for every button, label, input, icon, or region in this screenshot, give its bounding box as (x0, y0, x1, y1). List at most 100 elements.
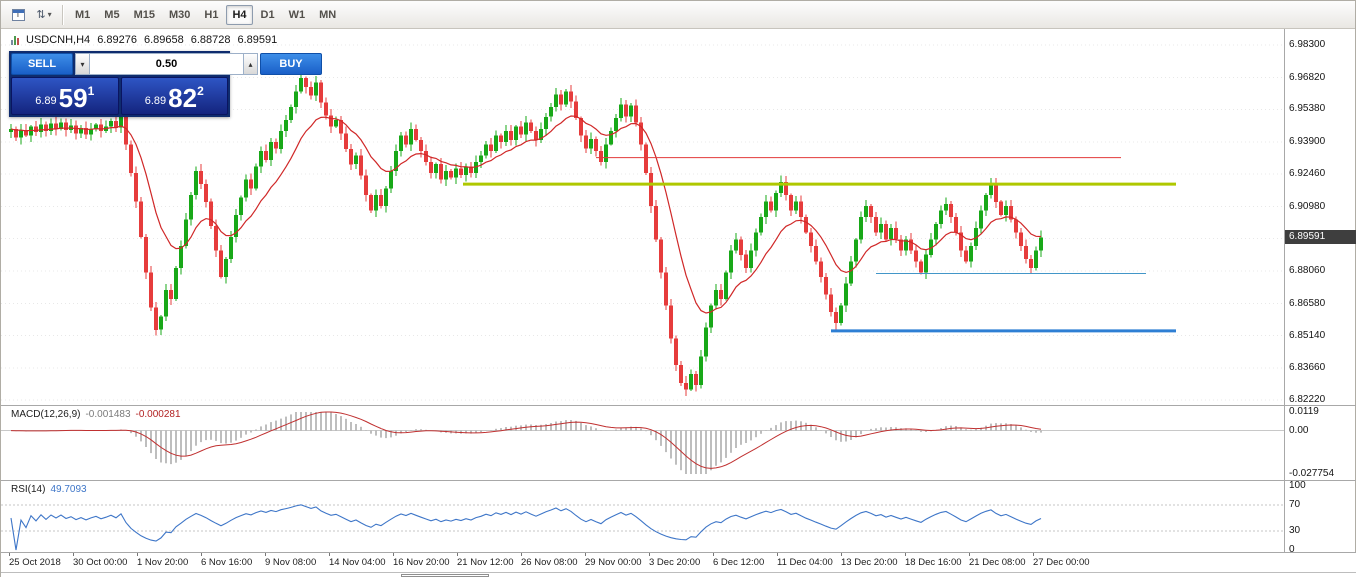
time-axis-label: 9 Nov 08:00 (265, 557, 317, 568)
profiles-button[interactable]: ⇅ ▾ (31, 4, 57, 26)
price-axis-label: 6.90980 (1289, 200, 1326, 212)
ask-price-pip: 2 (197, 84, 204, 98)
ohlc-open: 6.89276 (97, 34, 137, 46)
time-axis-label: 30 Oct 00:00 (73, 557, 128, 568)
time-axis-tick (777, 553, 778, 556)
time-axis-label: 29 Nov 00:00 (585, 557, 642, 568)
price-axis-label: 6.88060 (1289, 265, 1326, 277)
price-axis-label: 6.96820 (1289, 71, 1326, 83)
time-axis-tick (521, 553, 522, 556)
time-axis-label: 13 Dec 20:00 (841, 557, 898, 568)
toolbar: T ⇅ ▾ M1 M5 M15 M30 H1 H4 D1 W1 MN (1, 1, 1355, 29)
time-axis-label: 14 Nov 04:00 (329, 557, 386, 568)
time-axis-label: 27 Dec 00:00 (1033, 557, 1090, 568)
time-axis-tick (265, 553, 266, 556)
time-axis-label: 1 Nov 20:00 (137, 557, 189, 568)
profiles-icon: ⇅ (36, 9, 46, 21)
timeframe-button-m5[interactable]: M5 (98, 5, 125, 25)
time-axis-tick (713, 553, 714, 556)
current-price-badge: 6.89591 (1285, 230, 1356, 245)
price-axis-label: 6.82220 (1289, 394, 1326, 405)
rsi-label: RSI(14) 49.7093 (11, 484, 87, 495)
timeframe-button-m30[interactable]: M30 (163, 5, 196, 25)
time-axis-tick (585, 553, 586, 556)
volume-increase-button[interactable]: ▴ (243, 53, 258, 75)
rsi-name: RSI(14) (11, 484, 46, 495)
timeframe-button-w1[interactable]: W1 (283, 5, 312, 25)
price-axis[interactable]: 6.82220 6.83660 6.85140 6.86580 6.88060 6.895… (1285, 29, 1356, 570)
bid-price-big: 59 (58, 83, 88, 113)
time-axis-label: 21 Nov 12:00 (457, 557, 514, 568)
buy-button[interactable]: BUY (260, 53, 322, 75)
volume-input[interactable] (90, 53, 243, 75)
time-axis-tick (9, 553, 10, 556)
timeframe-toolbar: M1 M5 M15 M30 H1 H4 D1 W1 MN (68, 4, 343, 25)
time-axis-tick (905, 553, 906, 556)
timeframe-button-h1[interactable]: H1 (198, 5, 224, 25)
time-axis-tick (201, 553, 202, 556)
bid-price-pip: 1 (87, 84, 95, 98)
bid-price-small: 6.89 (35, 95, 57, 107)
time-axis-label: 6 Nov 16:00 (201, 557, 253, 568)
sell-button[interactable]: SELL (11, 53, 73, 75)
time-axis-label: 26 Nov 08:00 (521, 557, 578, 568)
time-axis-tick (969, 553, 970, 556)
price-axis-label: 6.98300 (1289, 39, 1326, 50)
macd-name: MACD(12,26,9) (11, 409, 81, 420)
price-axis-label: 6.85140 (1289, 329, 1326, 341)
rsi-axis-label: 30 (1289, 524, 1301, 536)
chart-template-icon: T (11, 8, 25, 21)
time-axis[interactable]: 25 Oct 2018 30 Oct 00:00 1 Nov 20:00 6 Nov … (1, 553, 1356, 572)
timeframe-button-m15[interactable]: M15 (128, 5, 161, 25)
timeframe-button-d1[interactable]: D1 (255, 5, 281, 25)
chart-icon (11, 35, 19, 45)
time-axis-label: 6 Dec 12:00 (713, 557, 765, 568)
price-axis-label: 6.92460 (1289, 167, 1326, 179)
time-axis-tick (329, 553, 330, 556)
timeframe-button-h4[interactable]: H4 (226, 4, 253, 25)
bid-price-button[interactable]: 6.89 59 1 (11, 77, 119, 115)
volume-stepper: ▾ ▴ (75, 53, 258, 75)
time-axis-tick (137, 553, 138, 556)
one-click-trading-panel: SELL ▾ ▴ BUY 6.89 59 1 6.89 82 2 (9, 51, 322, 117)
ask-price-big: 82 (168, 83, 198, 113)
rsi-axis-label: 100 (1289, 480, 1306, 491)
symbol-timeframe: USDCNH,H4 (26, 34, 91, 46)
pane-splitter[interactable] (1, 480, 1356, 481)
pane-splitter[interactable] (1, 405, 1356, 406)
main-chart[interactable] (1, 29, 1284, 405)
volume-decrease-button[interactable]: ▾ (75, 53, 90, 75)
timeframe-button-m1[interactable]: M1 (69, 5, 96, 25)
pane-splitter[interactable] (1, 552, 1356, 553)
macd-axis-label: 0.0119 (1289, 406, 1319, 417)
chevron-down-icon: ▾ (47, 10, 52, 19)
price-axis-label: 6.95380 (1289, 103, 1326, 115)
time-axis-label: 16 Nov 20:00 (393, 557, 450, 568)
macd-label: MACD(12,26,9) -0.001483 -0.000281 (11, 409, 181, 420)
time-axis-label: 11 Dec 04:00 (777, 557, 833, 568)
price-axis-label: 6.86580 (1289, 297, 1326, 309)
time-axis-tick (841, 553, 842, 556)
price-axis-separator (1284, 29, 1285, 552)
time-axis-tick (1033, 553, 1034, 556)
rsi-axis-label: 70 (1289, 499, 1301, 511)
timeframe-button-mn[interactable]: MN (313, 5, 342, 25)
bottom-strip (1, 572, 1356, 577)
ohlc-low: 6.88728 (190, 34, 231, 46)
macd-axis-label: -0.027754 (1289, 468, 1335, 479)
time-axis-label: 21 Dec 08:00 (969, 557, 1026, 568)
time-axis-tick (457, 553, 458, 556)
macd-main-value: -0.001483 (85, 409, 131, 420)
rsi-value: 49.7093 (50, 484, 87, 495)
toolbar-separator (62, 4, 63, 25)
ask-price-button[interactable]: 6.89 82 2 (120, 77, 228, 115)
ohlc-close: 6.89591 (237, 34, 278, 46)
templates-button[interactable]: T (5, 4, 31, 26)
macd-signal-value: -0.000281 (135, 409, 181, 420)
macd-axis-label: 0.00 (1289, 424, 1309, 436)
ask-price-small: 6.89 (144, 95, 167, 107)
macd-indicator-pane[interactable] (1, 406, 1284, 480)
rsi-indicator-pane[interactable] (1, 481, 1284, 552)
time-axis-tick (393, 553, 394, 556)
